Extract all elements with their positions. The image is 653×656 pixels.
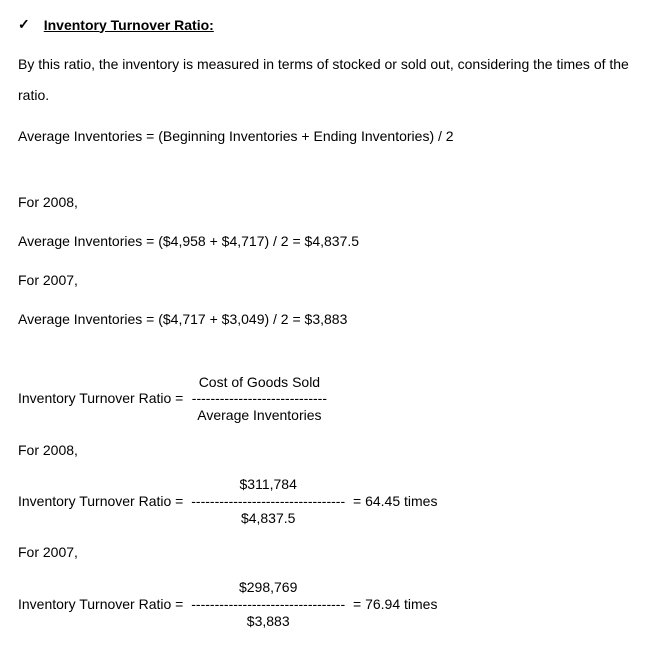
average-inventories-formula: Average Inventories = (Beginning Invento… — [18, 121, 635, 152]
turnover-ratio-2008: Inventory Turnover Ratio = $311,784 ----… — [18, 473, 635, 529]
formula-label: Inventory Turnover Ratio = — [18, 490, 187, 512]
section-title: Inventory Turnover Ratio: — [44, 17, 214, 33]
ratio-2008-label: For 2008, — [18, 435, 635, 466]
fraction: $311,784 -------------------------------… — [191, 473, 345, 529]
year-2007-label: For 2007, — [18, 265, 635, 296]
intro-paragraph: By this ratio, the inventory is measured… — [18, 49, 635, 111]
document-page: ✓ Inventory Turnover Ratio: By this rati… — [0, 0, 653, 656]
formula-result: = 76.94 times — [349, 593, 437, 615]
formula-label: Inventory Turnover Ratio = — [18, 387, 187, 409]
avg-inventories-2008: Average Inventories = ($4,958 + $4,717) … — [18, 226, 635, 257]
fraction-divider: --------------------------------- — [191, 496, 345, 507]
heading-row: ✓ Inventory Turnover Ratio: — [18, 16, 635, 33]
fraction-denominator: Average Inventories — [191, 404, 327, 426]
fraction-denominator: $4,837.5 — [235, 507, 302, 529]
fraction-divider: --------------------------------- — [191, 599, 345, 610]
fraction-denominator: $3,883 — [241, 610, 296, 632]
year-2008-label: For 2008, — [18, 187, 635, 218]
fraction-divider: ----------------------------- — [191, 393, 327, 404]
avg-inventories-2007: Average Inventories = ($4,717 + $3,049) … — [18, 304, 635, 335]
ratio-2007-label: For 2007, — [18, 537, 635, 568]
checkmark-icon: ✓ — [18, 16, 30, 33]
turnover-ratio-2007: Inventory Turnover Ratio = $298,769 ----… — [18, 576, 635, 632]
formula-result: = 64.45 times — [349, 490, 437, 512]
fraction: Cost of Goods Sold ---------------------… — [191, 371, 327, 427]
formula-label: Inventory Turnover Ratio = — [18, 593, 187, 615]
turnover-ratio-formula: Inventory Turnover Ratio = Cost of Goods… — [18, 371, 635, 427]
fraction: $298,769 -------------------------------… — [191, 576, 345, 632]
